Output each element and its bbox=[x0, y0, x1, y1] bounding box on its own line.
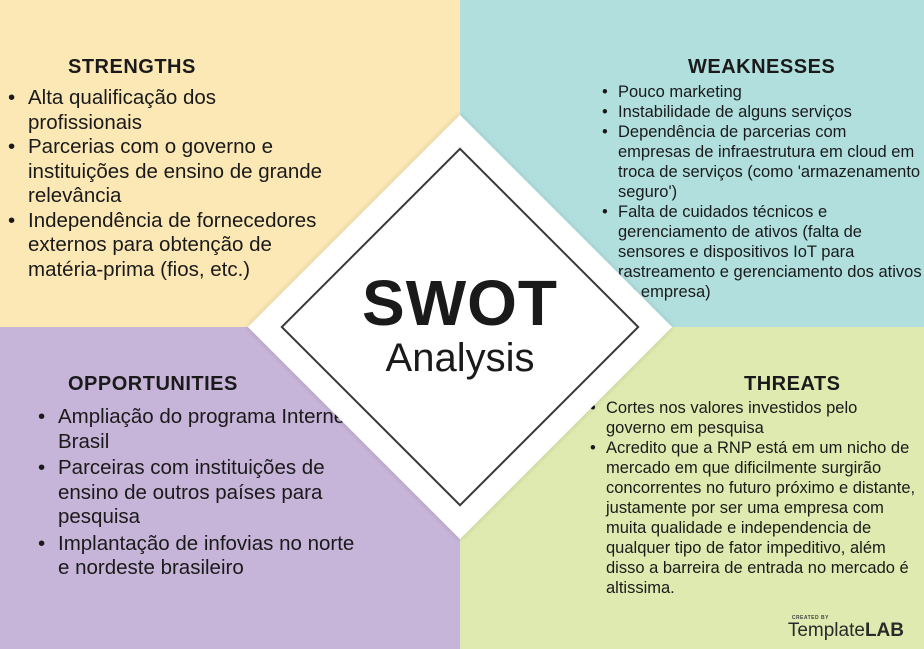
list-item: Independência de fornecedores externos p… bbox=[4, 209, 324, 283]
strengths-heading: STRENGTHS bbox=[68, 56, 196, 78]
opportunities-list: Ampliação do programa Internet Brasil Pa… bbox=[34, 405, 356, 581]
list-item: Alta qualificação dos profissionais bbox=[4, 86, 324, 135]
logo-created-by: CREATED BY bbox=[791, 615, 829, 621]
center-title-block: SWOT Analysis bbox=[330, 270, 590, 380]
list-item: Instabilidade de alguns serviços bbox=[600, 102, 922, 122]
center-subtitle: Analysis bbox=[385, 336, 535, 380]
threats-list: Cortes nos valores investidos pelo gover… bbox=[588, 398, 916, 598]
logo-brand-lab: LAB bbox=[864, 620, 904, 641]
logo-wordmark: TemplateLAB bbox=[788, 621, 904, 641]
weaknesses-list: Pouco marketing Instabilidade de alguns … bbox=[600, 82, 922, 302]
list-item: Falta de cuidados técnicos e gerenciamen… bbox=[600, 202, 922, 302]
templatelab-logo: CREATED BY TemplateLAB bbox=[788, 615, 904, 641]
list-item: Pouco marketing bbox=[600, 82, 922, 102]
list-item: Acredito que a RNP está em um nicho de m… bbox=[588, 438, 916, 598]
center-title: SWOT bbox=[362, 267, 558, 339]
strengths-list: Alta qualificação dos profissionais Parc… bbox=[4, 86, 324, 282]
opportunities-heading: OPPORTUNITIES bbox=[68, 373, 238, 395]
list-item: Ampliação do programa Internet Brasil bbox=[34, 405, 356, 454]
list-item: Cortes nos valores investidos pelo gover… bbox=[588, 398, 916, 438]
list-item: Parcerias com o governo e instituições d… bbox=[4, 135, 324, 209]
threats-heading: THREATS bbox=[744, 373, 841, 395]
list-item: Dependência de parcerias com empresas de… bbox=[600, 122, 922, 202]
weaknesses-heading: WEAKNESSES bbox=[688, 56, 836, 78]
logo-brand-template: Template bbox=[787, 620, 865, 641]
list-item: Parceiras com instituições de ensino de … bbox=[34, 456, 356, 530]
list-item: Implantação de infovias no norte e norde… bbox=[34, 532, 356, 581]
